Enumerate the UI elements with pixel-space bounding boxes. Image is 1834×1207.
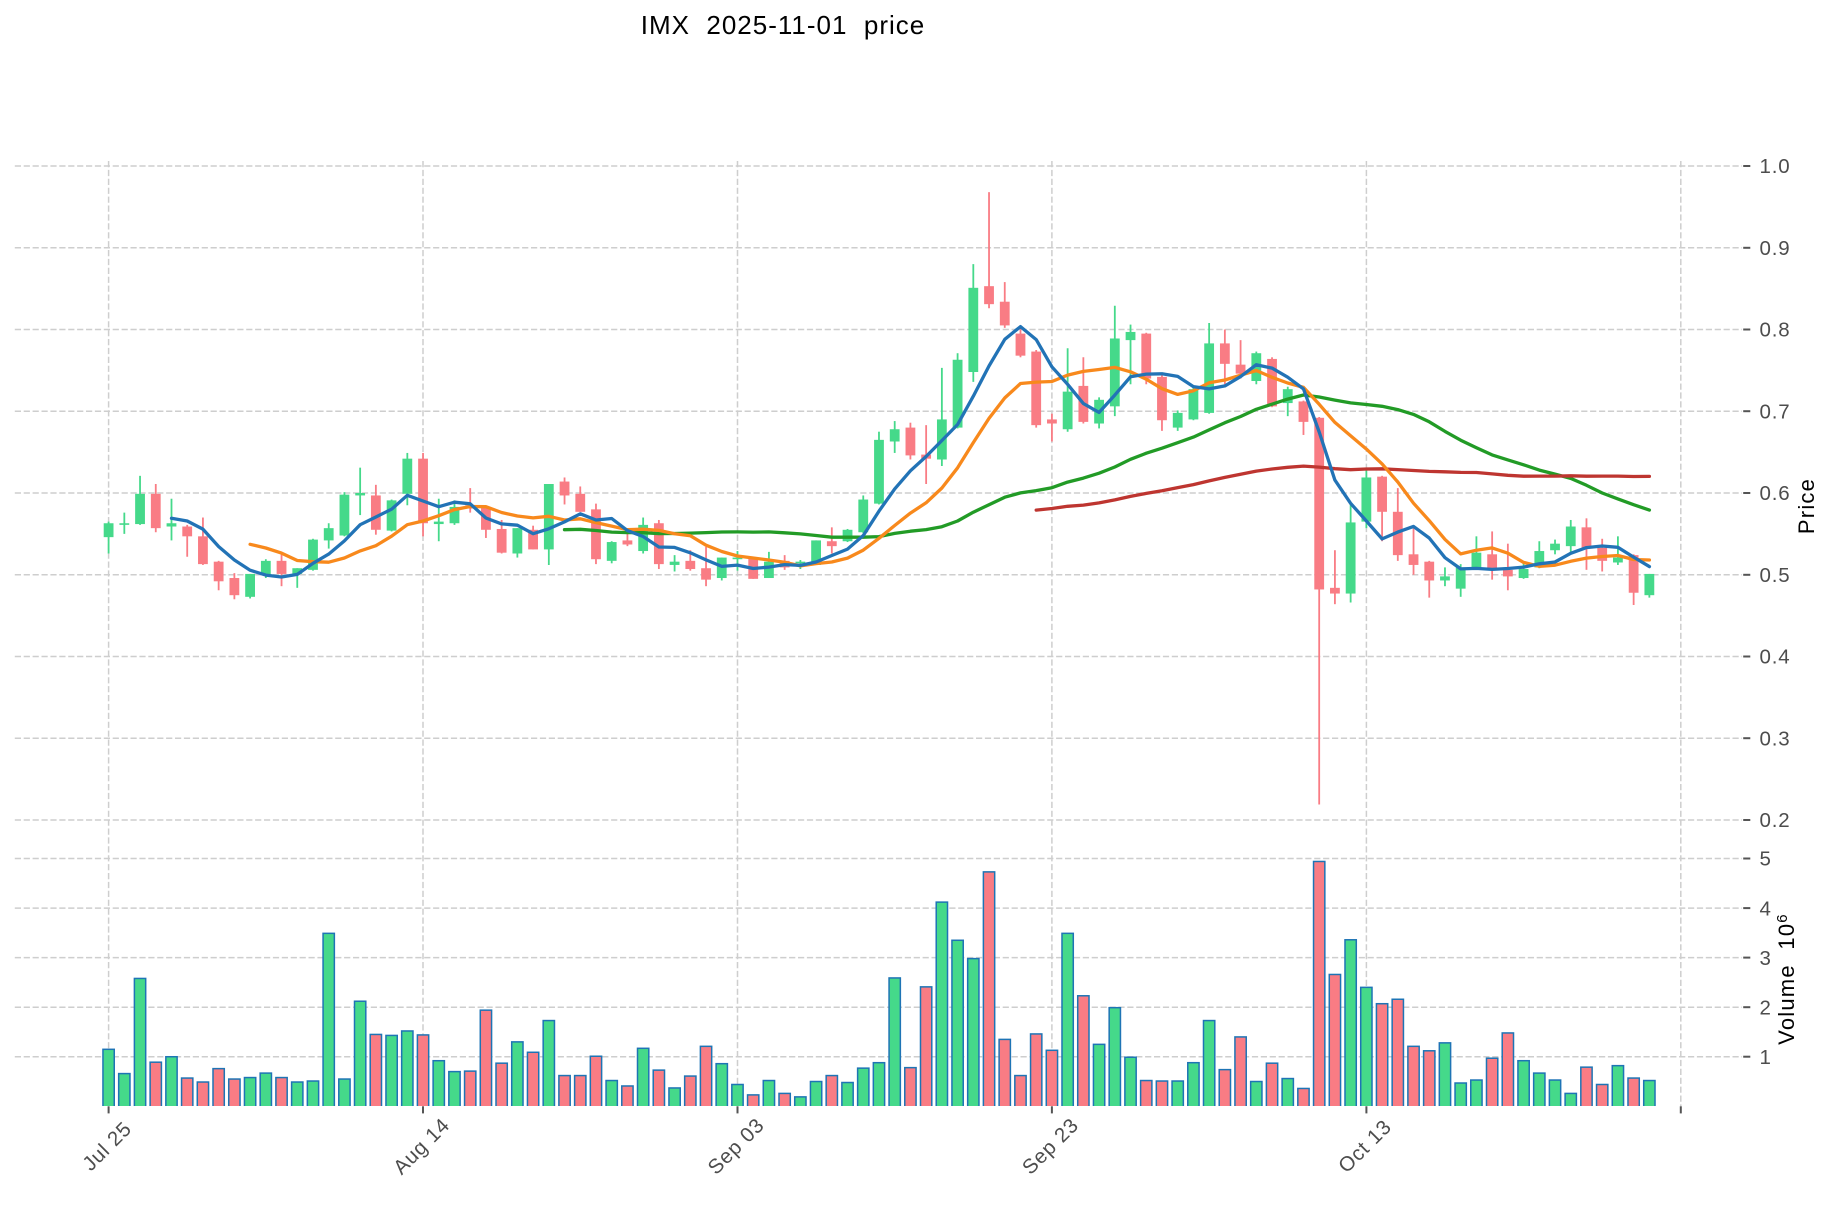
- svg-text:IMX 2025-11-01 price: IMX 2025-11-01 price: [641, 10, 926, 40]
- svg-text:Volume 106: Volume 106: [1774, 913, 1799, 1045]
- svg-text:Price: Price: [1794, 478, 1819, 534]
- svg-text:1.0: 1.0: [1760, 155, 1791, 178]
- svg-text:4: 4: [1760, 897, 1772, 920]
- svg-text:0.8: 0.8: [1760, 319, 1791, 342]
- svg-text:5: 5: [1760, 848, 1772, 871]
- svg-text:2: 2: [1760, 996, 1772, 1019]
- svg-text:3: 3: [1760, 947, 1772, 970]
- svg-text:0.6: 0.6: [1760, 482, 1791, 505]
- svg-text:0.7: 0.7: [1760, 400, 1791, 423]
- svg-text:0.4: 0.4: [1760, 646, 1791, 669]
- svg-text:0.5: 0.5: [1760, 564, 1791, 587]
- svg-text:1: 1: [1760, 1046, 1772, 1069]
- svg-text:0.2: 0.2: [1760, 809, 1791, 832]
- svg-text:0.9: 0.9: [1760, 237, 1791, 260]
- svg-text:0.3: 0.3: [1760, 728, 1791, 751]
